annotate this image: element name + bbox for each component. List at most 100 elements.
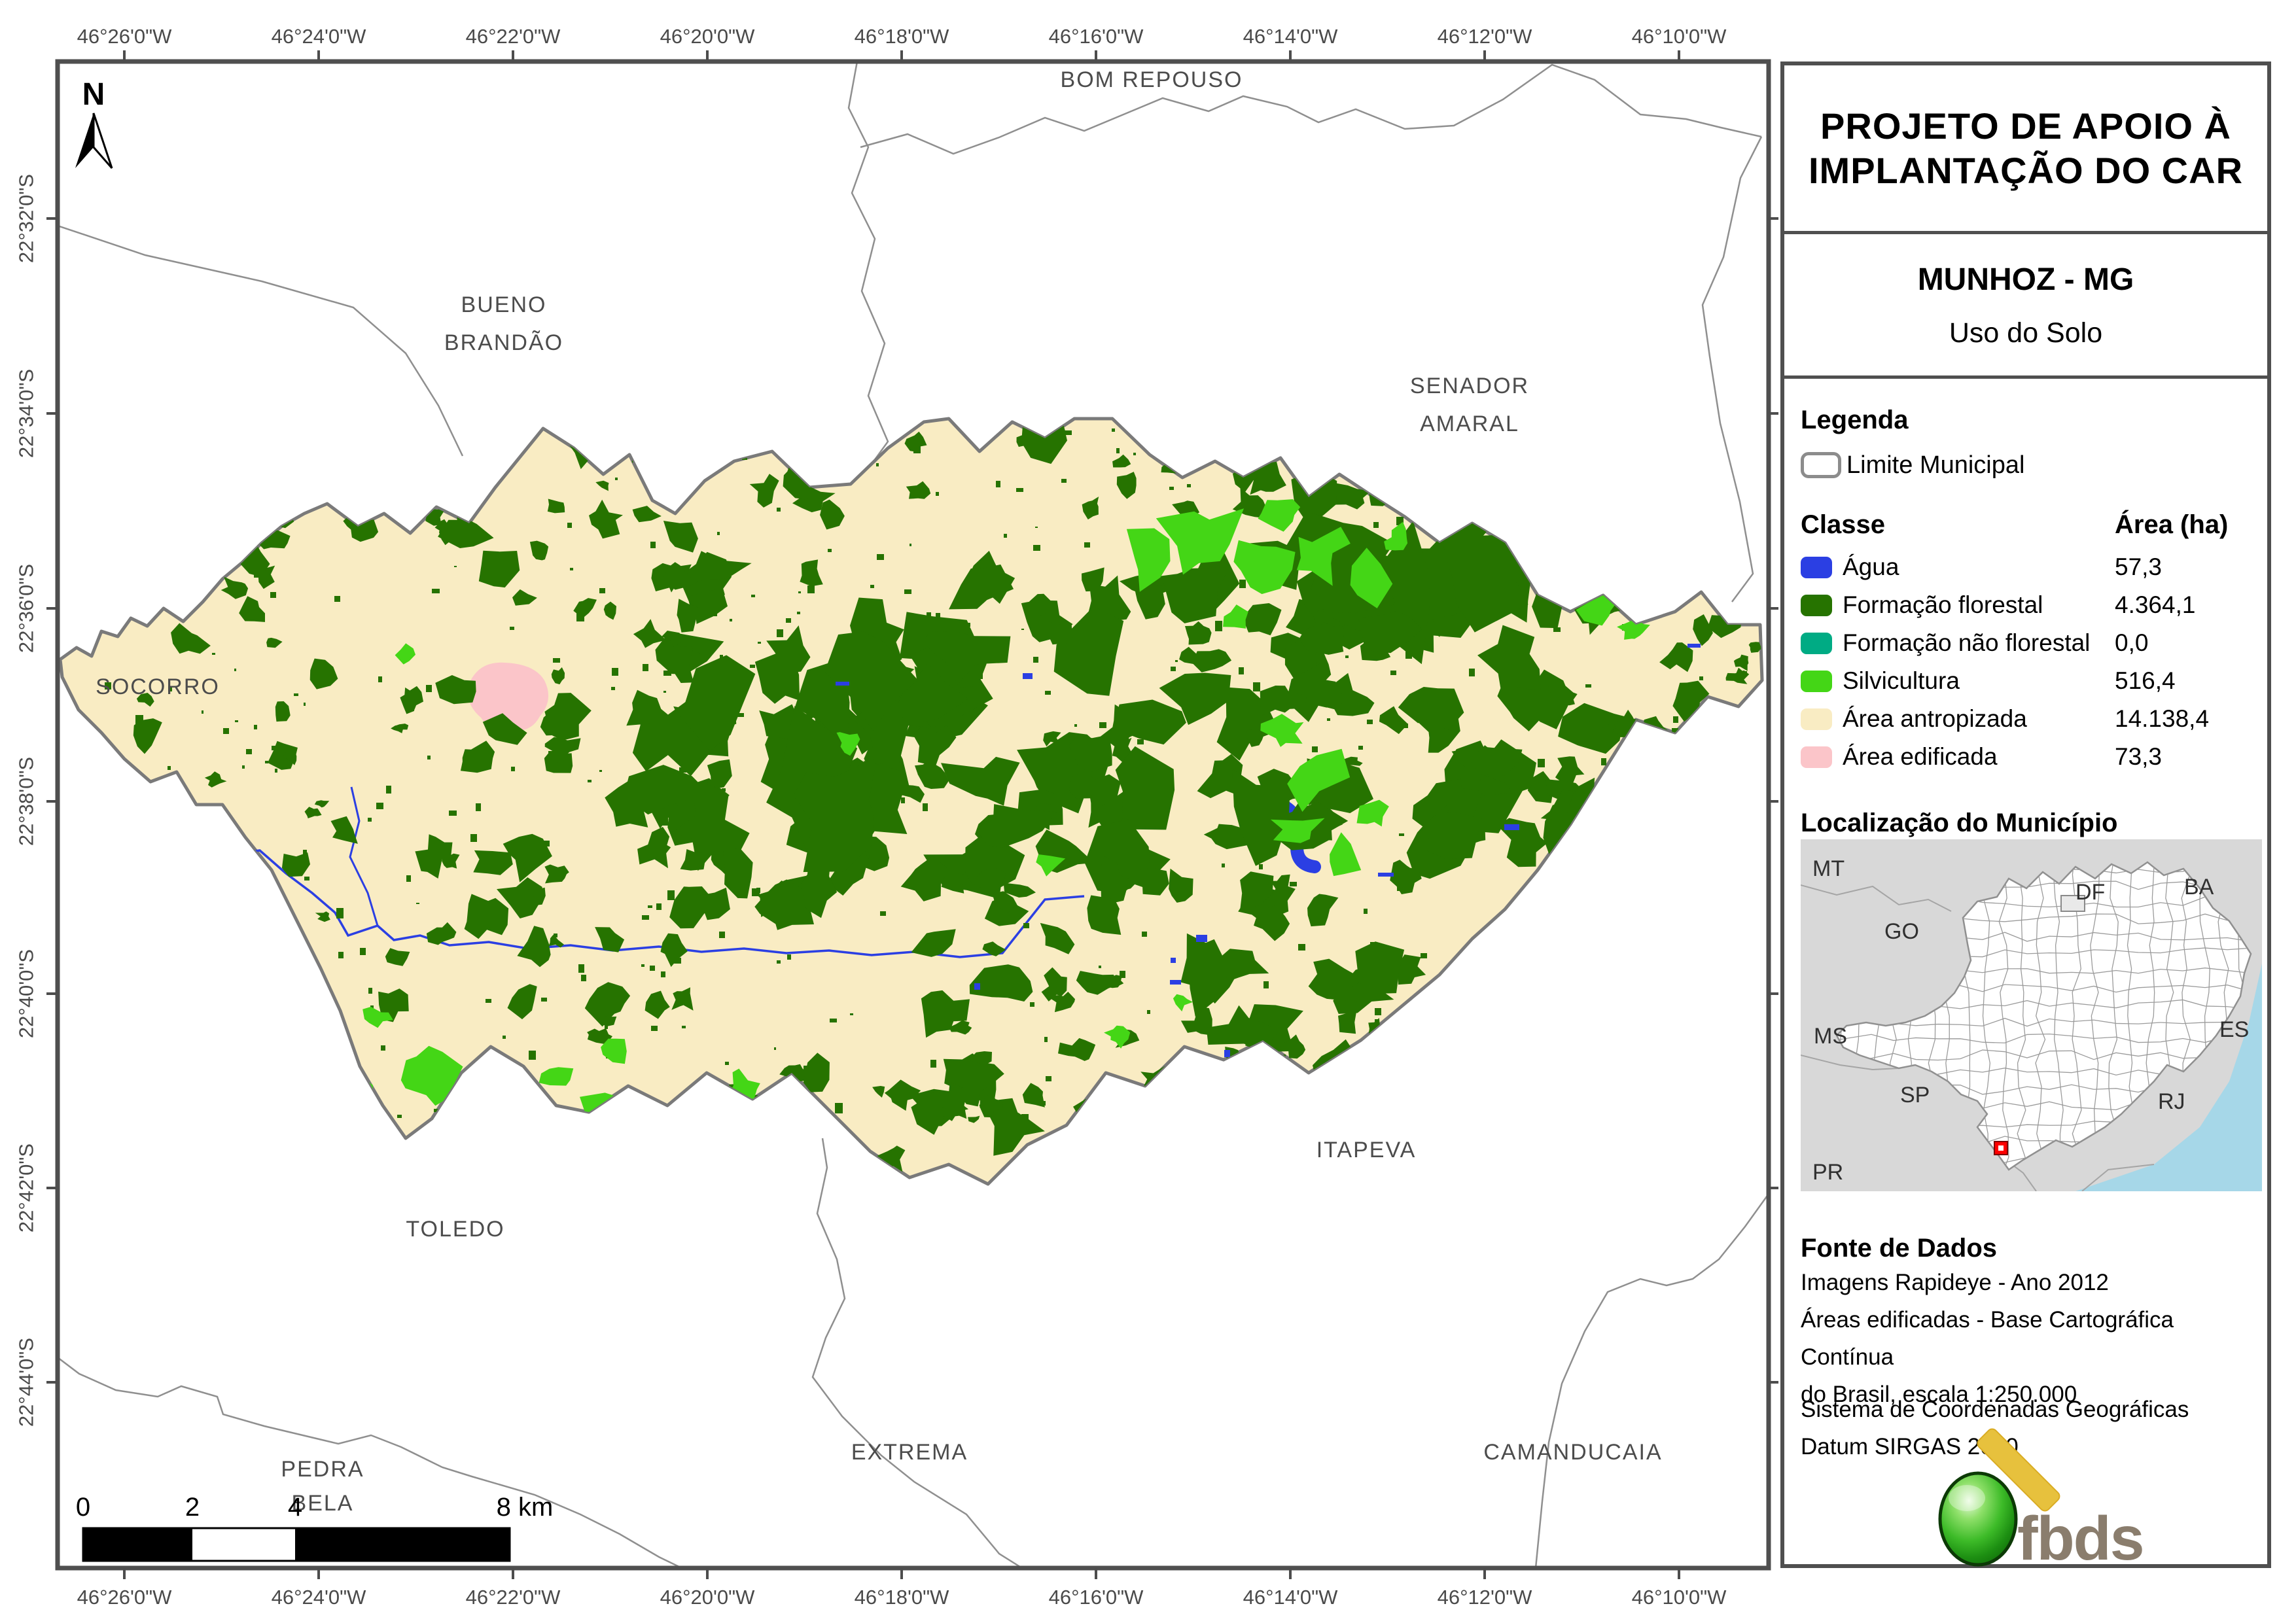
land-cover-patch xyxy=(1240,871,1274,911)
land-cover-speck xyxy=(910,544,911,546)
legend-area-value: 0,0 xyxy=(2115,629,2149,656)
land-cover-speck xyxy=(998,898,1000,899)
lon-label: 46°10'0"W xyxy=(1632,1586,1727,1609)
place-label: EXTREMA xyxy=(851,1440,968,1465)
logo-green-sphere xyxy=(1938,1471,2018,1567)
land-cover-patch xyxy=(1223,604,1248,629)
land-cover-patch xyxy=(1307,894,1339,927)
land-cover-patch xyxy=(1069,774,1093,799)
land-cover-speck xyxy=(1373,522,1379,528)
land-cover-speck xyxy=(360,948,366,955)
land-cover-speck xyxy=(722,788,726,792)
lon-label: 46°20'0"W xyxy=(660,25,756,48)
land-cover-speck xyxy=(1470,750,1477,755)
lon-label: 46°18'0"W xyxy=(855,25,950,48)
water-speck xyxy=(1196,935,1207,942)
scale-label: 2 xyxy=(185,1493,200,1522)
land-cover-speck xyxy=(1451,816,1457,819)
land-cover-patch xyxy=(689,588,728,624)
land-cover-patch xyxy=(1425,812,1482,860)
land-cover-patch xyxy=(426,922,457,945)
land-cover-patch xyxy=(251,561,275,589)
land-cover-speck xyxy=(1469,669,1475,676)
land-cover-speck xyxy=(304,877,309,881)
land-cover-patch xyxy=(400,1045,463,1106)
land-cover-speck xyxy=(1004,534,1007,538)
land-cover-patch xyxy=(1330,481,1371,510)
land-cover-speck xyxy=(1133,453,1136,455)
map-type-subtitle: Uso do Solo xyxy=(1949,317,2103,349)
land-cover-patch xyxy=(695,887,730,920)
land-cover-patch xyxy=(1384,521,1408,551)
land-cover-speck xyxy=(1253,682,1260,691)
land-cover-patch xyxy=(314,800,330,808)
land-cover-speck xyxy=(1112,428,1115,432)
fbds-logo: fbds xyxy=(1938,1428,2145,1571)
land-cover-patch xyxy=(503,833,552,882)
land-cover-speck xyxy=(1364,909,1368,914)
land-cover-patch xyxy=(1058,1038,1096,1061)
land-cover-patch xyxy=(1053,606,1124,696)
land-cover-speck xyxy=(1259,864,1263,869)
water-speck xyxy=(974,983,980,990)
land-cover-patch xyxy=(624,765,709,815)
land-cover-speck xyxy=(1171,667,1176,671)
land-cover-speck xyxy=(1065,430,1072,435)
land-cover-speck xyxy=(1035,527,1038,528)
land-cover-speck xyxy=(1215,621,1222,631)
land-cover-speck xyxy=(1147,1010,1150,1014)
land-cover-patch xyxy=(1169,868,1193,903)
land-cover-speck xyxy=(661,971,665,977)
land-cover-patch xyxy=(1036,854,1066,877)
land-cover-speck xyxy=(304,703,306,706)
land-cover-speck xyxy=(642,915,649,920)
land-cover-patch xyxy=(941,872,968,894)
land-cover-speck xyxy=(486,999,491,1003)
land-cover-speck xyxy=(1274,1029,1277,1030)
land-cover-patch xyxy=(1356,799,1389,827)
land-cover-speck xyxy=(679,767,686,773)
land-cover-speck xyxy=(1390,671,1396,675)
land-cover-patch xyxy=(969,964,1033,1002)
land-cover-patch xyxy=(1192,649,1232,672)
land-cover-patch xyxy=(904,431,927,452)
land-cover-speck xyxy=(816,880,822,888)
land-cover-speck xyxy=(612,668,618,676)
land-cover-patch xyxy=(680,655,756,751)
land-cover-speck xyxy=(717,532,720,535)
lon-label: 46°20'0"W xyxy=(660,1586,756,1609)
land-cover-speck xyxy=(879,666,881,669)
land-cover-patch xyxy=(949,1020,972,1035)
legend-swatch-nao_florestal xyxy=(1801,632,1832,654)
land-cover-speck xyxy=(270,592,276,598)
land-cover-patch xyxy=(723,848,753,899)
land-cover-patch xyxy=(800,559,823,587)
land-cover-speck xyxy=(699,815,703,817)
land-cover-patch xyxy=(1287,748,1351,812)
land-cover-patch xyxy=(1216,949,1269,986)
land-cover-speck xyxy=(850,1013,853,1015)
land-cover-patch xyxy=(1115,746,1175,830)
land-cover-speck xyxy=(1397,885,1402,891)
land-cover-patch xyxy=(395,643,415,665)
land-cover-speck xyxy=(650,966,655,971)
land-cover-speck xyxy=(1399,833,1404,836)
land-cover-patch xyxy=(438,519,494,548)
land-cover-patch xyxy=(824,631,918,731)
land-cover-patch xyxy=(1693,614,1713,646)
land-cover-patch xyxy=(793,757,877,872)
land-cover-patch xyxy=(989,1098,1045,1156)
land-cover-speck xyxy=(1601,758,1606,765)
logo-wordmark: fbds xyxy=(2017,1504,2144,1571)
land-cover-speck xyxy=(1099,966,1101,968)
land-cover-patch xyxy=(343,516,379,542)
land-cover-patch xyxy=(512,589,537,606)
place-label: CAMANDUCAIA xyxy=(1483,1440,1662,1465)
land-cover-patch xyxy=(1250,461,1286,495)
land-cover-speck xyxy=(1120,971,1125,978)
land-use-raster xyxy=(105,419,1762,1184)
place-label: BUENO xyxy=(461,292,547,317)
land-cover-speck xyxy=(1547,678,1553,686)
land-cover-speck xyxy=(1084,542,1090,548)
project-title: PROJETO DE APOIO À IMPLANTAÇÃO DO CAR xyxy=(1784,65,2267,231)
